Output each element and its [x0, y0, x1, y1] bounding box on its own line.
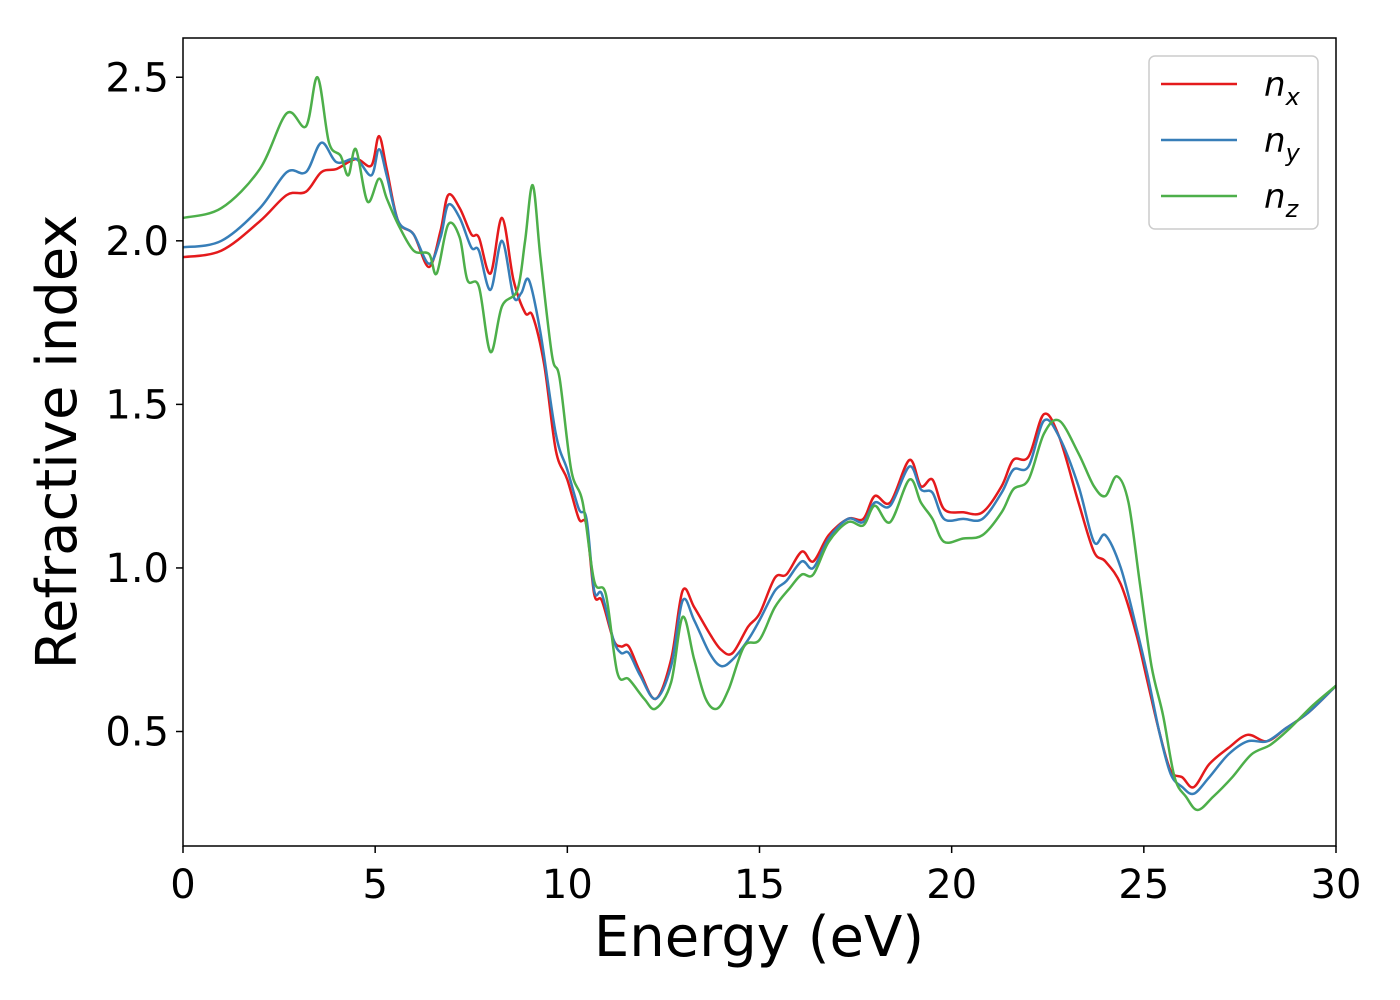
- y-tick-label: 0.5: [105, 710, 169, 756]
- y-tick-label: 1.5: [105, 382, 169, 428]
- x-tick-label: 0: [170, 862, 195, 908]
- y-tick-label: 2.5: [105, 55, 169, 101]
- x-tick-label: 30: [1311, 862, 1362, 908]
- series-line-y: [183, 141, 1336, 796]
- y-axis-label: Refractive index: [25, 215, 90, 670]
- legend-label-y: ny: [1264, 121, 1301, 167]
- legend-label-z: nz: [1264, 177, 1300, 223]
- x-tick-label: 15: [734, 862, 785, 908]
- x-axis-ticks: 0 5 10 15 20 25 30: [170, 846, 1361, 908]
- legend-box: [1148, 55, 1319, 230]
- series-layer: [183, 76, 1336, 812]
- x-tick-label: 10: [542, 862, 593, 908]
- y-axis-ticks: 0.5 1.0 1.5 2.0 2.5: [105, 55, 183, 756]
- series-line-z: [183, 76, 1336, 812]
- x-tick-label: 20: [926, 862, 977, 908]
- x-tick-label: 25: [1118, 862, 1169, 908]
- y-tick-label: 1.0: [105, 546, 169, 592]
- legend-label-x: nx: [1264, 65, 1301, 111]
- y-tick-label: 2.0: [105, 219, 169, 265]
- legend: nx ny nz: [1148, 55, 1319, 230]
- x-axis-label: Energy (eV): [594, 905, 924, 970]
- x-tick-label: 5: [362, 862, 387, 908]
